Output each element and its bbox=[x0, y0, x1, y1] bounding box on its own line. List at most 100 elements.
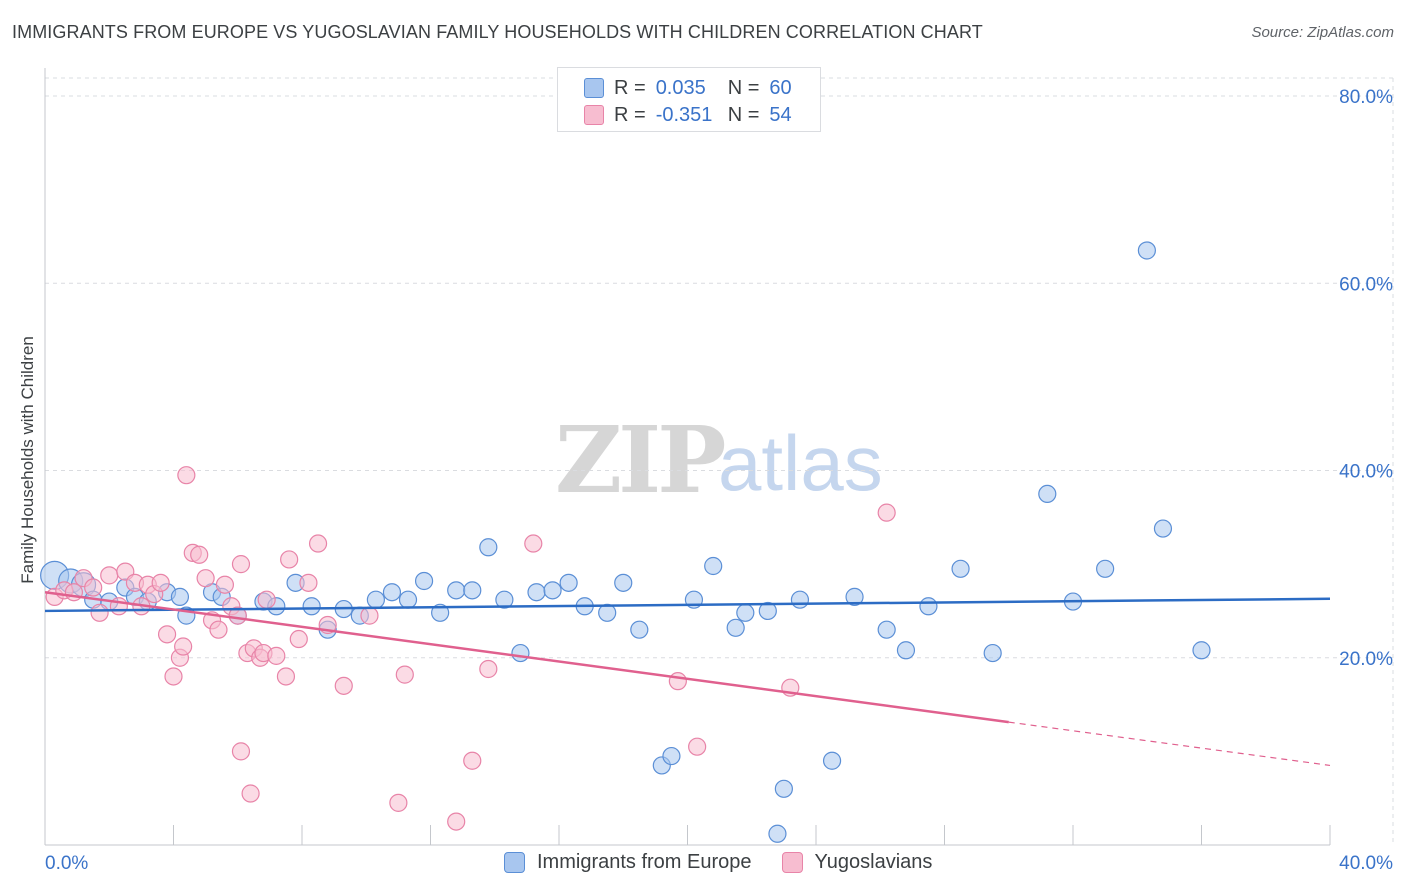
data-point bbox=[479, 659, 498, 679]
legend-r-value: -0.351 bbox=[655, 103, 713, 126]
data-point bbox=[276, 667, 296, 686]
data-point bbox=[209, 620, 228, 639]
data-point bbox=[768, 824, 787, 843]
watermark-atlas: atlas bbox=[718, 419, 883, 507]
data-point bbox=[447, 812, 466, 831]
data-point bbox=[877, 503, 896, 522]
chart-title: IMMIGRANTS FROM EUROPE VS YUGOSLAVIAN FA… bbox=[12, 22, 983, 42]
data-point bbox=[151, 573, 170, 592]
data-point bbox=[774, 779, 793, 798]
legend-n-label: N = bbox=[727, 76, 760, 99]
data-point bbox=[90, 603, 109, 622]
bottom-legend-swatch-pink bbox=[781, 852, 803, 873]
legend-r-label: R = bbox=[614, 76, 646, 99]
data-point bbox=[463, 581, 482, 600]
data-point bbox=[668, 672, 687, 691]
legend-swatch-pink bbox=[584, 105, 604, 125]
legend-r-value: 0.035 bbox=[655, 76, 706, 99]
data-point bbox=[395, 665, 414, 684]
data-point bbox=[919, 597, 938, 616]
source-label: Source: ZipAtlas.com bbox=[1251, 24, 1394, 41]
data-point bbox=[334, 676, 353, 695]
data-point bbox=[662, 746, 681, 766]
data-point bbox=[170, 587, 190, 606]
data-point bbox=[398, 590, 418, 609]
data-point bbox=[299, 573, 318, 592]
data-point bbox=[289, 629, 308, 649]
data-point bbox=[630, 620, 649, 639]
data-point bbox=[177, 466, 196, 485]
data-point bbox=[736, 603, 755, 622]
data-point bbox=[190, 545, 209, 564]
data-point bbox=[951, 559, 970, 578]
data-point bbox=[1038, 484, 1057, 504]
tick-labels: 20.0% 40.0% 60.0% 80.0% 0.0% 40.0% bbox=[45, 87, 1393, 874]
trend-line-extension bbox=[1008, 721, 1331, 767]
x-tick-label: 0.0% bbox=[45, 853, 88, 874]
data-point bbox=[495, 590, 514, 609]
data-point bbox=[280, 550, 299, 569]
trend-line bbox=[44, 590, 1009, 724]
bottom-legend-swatch-blue bbox=[504, 852, 525, 873]
data-point bbox=[1192, 641, 1211, 660]
data-point bbox=[174, 637, 193, 656]
data-point bbox=[231, 742, 251, 761]
legend-row-yugoslavians: R = -0.351 N = 54 bbox=[584, 103, 792, 127]
data-point bbox=[598, 603, 617, 622]
data-point bbox=[447, 581, 466, 600]
data-point bbox=[1137, 241, 1156, 260]
data-point bbox=[196, 569, 215, 588]
data-point bbox=[463, 751, 482, 770]
x-tick-label: 40.0% bbox=[1339, 853, 1393, 874]
data-point bbox=[688, 737, 707, 756]
legend-n-value: 54 bbox=[769, 103, 792, 126]
trend-lines bbox=[44, 590, 1331, 767]
data-point bbox=[231, 555, 251, 574]
data-point bbox=[511, 643, 530, 663]
legend-row-europe: R = 0.035 N = 60 bbox=[584, 76, 792, 100]
data-point bbox=[822, 751, 842, 770]
data-point bbox=[479, 538, 498, 557]
data-point bbox=[524, 534, 543, 553]
data-point bbox=[1096, 559, 1115, 578]
data-point bbox=[704, 556, 723, 576]
data-point bbox=[877, 620, 896, 639]
trend-line bbox=[44, 597, 1331, 613]
data-point bbox=[527, 583, 546, 602]
data-point bbox=[308, 534, 328, 553]
data-point bbox=[543, 581, 562, 600]
series-immigrants-from-europe bbox=[40, 241, 1211, 843]
bottom-legend-europe: Immigrants from Europe bbox=[504, 851, 752, 874]
data-point bbox=[614, 573, 633, 592]
data-point bbox=[257, 590, 276, 609]
data-point bbox=[389, 793, 408, 812]
data-point bbox=[726, 618, 745, 637]
y-tick-label: 40.0% bbox=[1339, 462, 1393, 483]
data-point bbox=[100, 566, 119, 585]
bottom-legend-label: Immigrants from Europe bbox=[537, 851, 752, 873]
y-tick-label: 80.0% bbox=[1339, 87, 1393, 108]
data-point bbox=[164, 667, 183, 686]
bottom-legend-yugoslavians: Yugoslavians bbox=[781, 851, 933, 874]
y-tick-label: 20.0% bbox=[1339, 649, 1393, 670]
data-point bbox=[302, 597, 321, 616]
watermark: ZIP atlas bbox=[555, 406, 883, 514]
data-point bbox=[983, 643, 1002, 663]
axes bbox=[44, 68, 1331, 846]
data-point bbox=[84, 578, 103, 597]
data-point bbox=[1153, 519, 1173, 538]
data-point bbox=[360, 606, 379, 625]
data-point bbox=[896, 641, 916, 660]
y-axis-label: Family Households with Children bbox=[18, 336, 37, 584]
data-point bbox=[215, 575, 234, 594]
legend-n-value: 60 bbox=[769, 76, 792, 99]
bottom-legend: Immigrants from Europe Yugoslavians bbox=[504, 851, 962, 874]
legend: R = 0.035 N = 60 R = -0.351 N = 54 bbox=[557, 67, 821, 132]
data-point bbox=[267, 646, 286, 665]
data-point bbox=[414, 571, 434, 591]
series-yugoslavians bbox=[45, 466, 896, 831]
bottom-legend-label: Yugoslavians bbox=[814, 851, 933, 873]
legend-r-label: R = bbox=[614, 103, 646, 126]
data-point bbox=[431, 603, 450, 622]
